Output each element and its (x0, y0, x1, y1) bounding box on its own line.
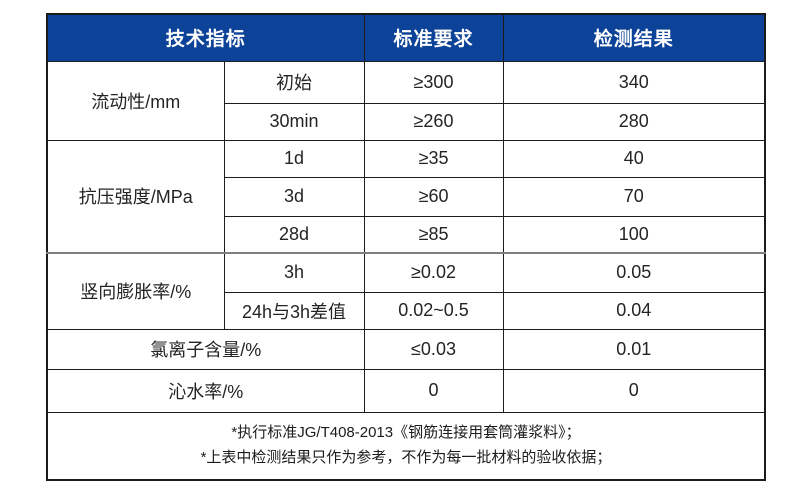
standard-value: ≥300 (363, 60, 504, 104)
result-value: 340 (502, 60, 766, 104)
table-row: 24h与3h差值 0.02~0.5 0.04 (47, 291, 766, 330)
note-standard-reference: *执行标准JG/T408-2013《钢筋连接用套筒灌浆料》； (231, 424, 581, 441)
sub-label: 24h与3h差值 (223, 291, 365, 330)
group-label-fluidity: 流动性/mm (46, 60, 225, 141)
standard-value: ≤0.03 (363, 328, 504, 370)
sub-label: 1d (223, 139, 365, 178)
standard-value: ≥260 (363, 102, 504, 141)
sub-label: 3h (223, 252, 365, 293)
technical-spec-table: 技术指标 标准要求 检测结果 流动性/mm 初始 ≥300 340 30min … (46, 13, 767, 481)
header-standard-requirement: 标准要求 (363, 13, 504, 62)
note-disclaimer: *上表中检测结果只作为参考，不作为每一批材料的验收依据； (200, 448, 612, 466)
table-row: 流动性/mm 初始 ≥300 340 (46, 60, 766, 141)
result-value: 0.01 (502, 328, 766, 370)
standard-value: ≥35 (363, 139, 504, 178)
table-row: 28d ≥85 100 (47, 215, 766, 254)
notes-cell: *执行标准JG/T408-2013《钢筋连接用套筒灌浆料》； *上表中检测结果只… (46, 411, 766, 481)
table-row: 30min ≥260 280 (47, 102, 766, 141)
table-row: 3d ≥60 70 (47, 176, 766, 217)
standard-value: ≥0.02 (363, 252, 504, 293)
table-notes-row: *执行标准JG/T408-2013《钢筋连接用套筒灌浆料》； *上表中检测结果只… (46, 411, 766, 481)
header-technical-indicator: 技术指标 (46, 13, 365, 62)
result-value: 0 (502, 368, 766, 413)
standard-value: ≥85 (363, 215, 504, 254)
standard-value: 0.02~0.5 (363, 291, 504, 330)
table-row: 氯离子含量/% ≤0.03 0.01 (46, 328, 766, 370)
result-value: 0.04 (502, 291, 766, 330)
sub-label: 30min (223, 102, 365, 141)
header-test-result: 检测结果 (502, 13, 766, 62)
group-label-compressive-strength: 抗压强度/MPa (46, 139, 225, 254)
table-row: 竖向膨胀率/% 3h ≥0.02 0.05 (46, 252, 766, 330)
sub-label: 3d (223, 176, 365, 217)
result-value: 40 (502, 139, 766, 178)
group-label-vertical-expansion: 竖向膨胀率/% (46, 252, 225, 330)
sub-label: 28d (223, 215, 365, 254)
row-label-bleeding-rate: 沁水率/% (46, 368, 365, 413)
table-header-row: 技术指标 标准要求 检测结果 (46, 13, 766, 62)
row-label-chloride-content: 氯离子含量/% (46, 328, 365, 370)
standard-value: ≥60 (363, 176, 504, 217)
table-row: 沁水率/% 0 0 (46, 368, 766, 413)
table-row: 抗压强度/MPa 1d ≥35 40 (46, 139, 766, 254)
result-value: 0.05 (502, 252, 766, 293)
result-value: 280 (502, 102, 766, 141)
standard-value: 0 (363, 368, 504, 413)
sub-label: 初始 (223, 60, 365, 104)
result-value: 100 (502, 215, 766, 254)
result-value: 70 (502, 176, 766, 217)
